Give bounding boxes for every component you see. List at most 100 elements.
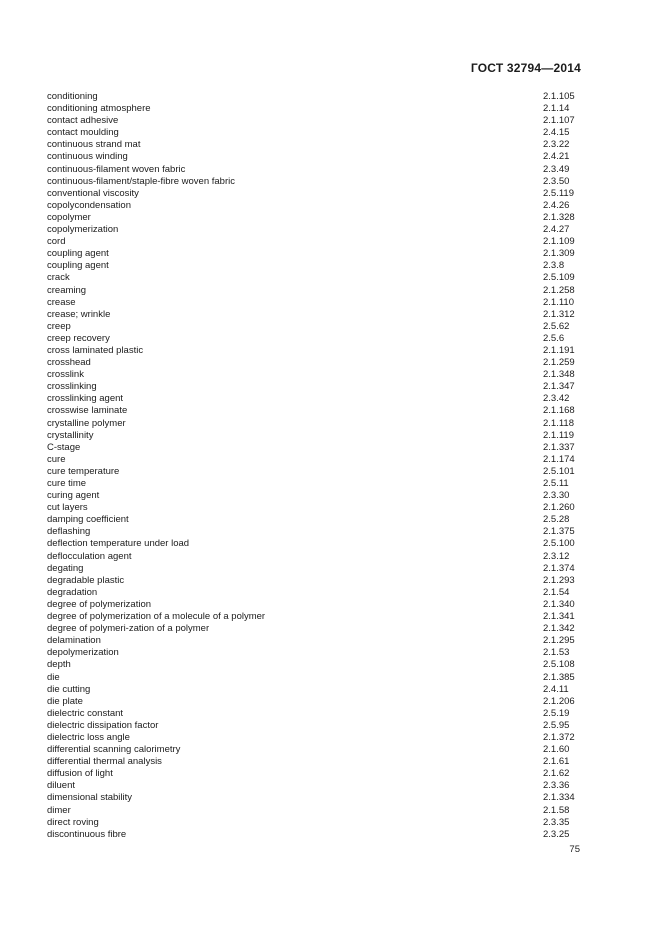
ref-number: 2.1.62 bbox=[543, 768, 570, 780]
index-row: differential scanning calorimetry 2.1.60 bbox=[47, 744, 621, 756]
index-row: crack 2.5.109 bbox=[47, 272, 621, 284]
ref-number: 2.1.341 bbox=[543, 611, 575, 623]
index-row: diluent 2.3.36 bbox=[47, 780, 621, 792]
term-label: dielectric dissipation factor bbox=[47, 719, 159, 731]
ref-number: 2.1.54 bbox=[543, 586, 570, 598]
index-row: coupling agent 2.3.8 bbox=[47, 260, 621, 272]
ref-number: 2.5.6 bbox=[543, 332, 565, 344]
term-label: coupling agent bbox=[47, 248, 109, 260]
index-row: cure time 2.5.11 bbox=[47, 478, 621, 490]
index-row: contact adhesive 2.1.107 bbox=[47, 115, 621, 127]
term-label: crease bbox=[47, 296, 76, 308]
term-label: creaming bbox=[47, 284, 87, 296]
term-label: differential thermal analysis bbox=[47, 756, 162, 768]
term-label: deflashing bbox=[47, 526, 91, 538]
term-label: coupling agent bbox=[47, 260, 109, 272]
index-row: crosslinking 2.1.347 bbox=[47, 381, 621, 393]
ref-number: 2.5.119 bbox=[543, 187, 574, 199]
index-row: crosslink 2.1.348 bbox=[47, 369, 621, 381]
term-label: crosslinking bbox=[47, 381, 97, 393]
term-label: C-stage bbox=[47, 441, 81, 453]
ref-number: 2.1.58 bbox=[543, 804, 570, 816]
index-row: dimensional stability 2.1.334 bbox=[47, 792, 621, 804]
term-label: dimer bbox=[47, 804, 71, 816]
ref-number: 2.1.119 bbox=[543, 429, 574, 441]
index-row: deflashing 2.1.375 bbox=[47, 526, 621, 538]
index-row: deflocculation agent 2.3.12 bbox=[47, 551, 621, 563]
ref-number: 2.1.61 bbox=[543, 756, 570, 768]
term-label: continuous-filament/staple-fibre woven f… bbox=[47, 175, 235, 187]
index-row: creep recovery 2.5.6 bbox=[47, 333, 621, 345]
index-row: dielectric dissipation factor 2.5.95 bbox=[47, 720, 621, 732]
ref-number: 2.1.309 bbox=[543, 248, 575, 260]
index-row: contact moulding 2.4.15 bbox=[47, 127, 621, 139]
ref-number: 2.1.53 bbox=[543, 647, 570, 659]
term-label: deflocculation agent bbox=[47, 550, 132, 562]
ref-number: 2.3.25 bbox=[543, 828, 570, 840]
term-label: crosswise laminate bbox=[47, 405, 128, 417]
ref-number: 2.1.168 bbox=[543, 405, 575, 417]
index-row: dimer 2.1.58 bbox=[47, 805, 621, 817]
ref-number: 2.5.101 bbox=[543, 465, 575, 477]
term-label: delamination bbox=[47, 635, 101, 647]
alphabetical-index-list: conditioning 2.1.105 conditioning atmosphe… bbox=[47, 91, 621, 841]
ref-number: 2.3.12 bbox=[543, 550, 570, 562]
index-row: copolymer 2.1.328 bbox=[47, 212, 621, 224]
term-label: degree of polymeri-zation of a polymer bbox=[47, 623, 210, 635]
term-label: cut layers bbox=[47, 502, 88, 514]
ref-number: 2.1.295 bbox=[543, 635, 575, 647]
index-row: copolycondensation 2.4.26 bbox=[47, 200, 621, 212]
index-row: depth 2.5.108 bbox=[47, 659, 621, 671]
ref-number: 2.1.347 bbox=[543, 381, 575, 393]
standard-designation: ГОСТ 32794—2014 bbox=[470, 61, 581, 75]
ref-number: 2.4.15 bbox=[543, 127, 570, 139]
term-label: degree of polymerization of a molecule o… bbox=[47, 611, 266, 623]
term-label: conventional viscosity bbox=[47, 187, 139, 199]
ref-number: 2.3.42 bbox=[543, 393, 570, 405]
index-row: damping coefficient 2.5.28 bbox=[47, 514, 621, 526]
term-label: die plate bbox=[47, 695, 83, 707]
term-label: conditioning bbox=[47, 91, 98, 102]
ref-number: 2.3.49 bbox=[543, 163, 570, 175]
ref-number: 2.1.60 bbox=[543, 744, 570, 756]
index-row: curing agent 2.3.30 bbox=[47, 490, 621, 502]
ref-number: 2.5.19 bbox=[543, 707, 570, 719]
index-row: diffusion of light 2.1.62 bbox=[47, 768, 621, 780]
ref-number: 2.1.109 bbox=[543, 236, 575, 248]
index-row: delamination 2.1.295 bbox=[47, 635, 621, 647]
term-label: direct roving bbox=[47, 816, 99, 828]
ref-number: 2.5.100 bbox=[543, 538, 575, 550]
term-label: discontinuous fibre bbox=[47, 828, 127, 840]
term-label: cure bbox=[47, 453, 66, 465]
term-label: cord bbox=[47, 236, 66, 248]
ref-number: 2.5.11 bbox=[543, 478, 569, 489]
index-row: deflection temperature under load 2.5.100 bbox=[47, 538, 621, 550]
index-row: continuous-filament woven fabric 2.3.49 bbox=[47, 164, 621, 176]
ref-number: 2.1.337 bbox=[543, 441, 575, 453]
term-label: creep bbox=[47, 320, 71, 332]
ref-number: 2.5.28 bbox=[543, 514, 570, 526]
ref-number: 2.1.334 bbox=[543, 792, 575, 804]
term-label: dimensional stability bbox=[47, 792, 133, 804]
term-label: degradable plastic bbox=[47, 574, 125, 586]
ref-number: 2.1.174 bbox=[543, 453, 575, 465]
ref-number: 2.1.14 bbox=[543, 103, 570, 115]
index-row: conditioning 2.1.105 bbox=[47, 91, 621, 103]
ref-number: 2.5.108 bbox=[543, 659, 575, 671]
term-label: cure time bbox=[47, 478, 87, 489]
term-label: diffusion of light bbox=[47, 768, 113, 780]
term-label: contact adhesive bbox=[47, 115, 119, 127]
ref-number: 2.1.312 bbox=[543, 308, 575, 320]
term-label: crosslink bbox=[47, 369, 84, 381]
index-row: crystalline polymer 2.1.118 bbox=[47, 418, 621, 430]
index-row: degree of polymerization 2.1.340 bbox=[47, 599, 621, 611]
index-row: cure temperature 2.5.101 bbox=[47, 466, 621, 478]
term-label: continuous winding bbox=[47, 151, 128, 163]
term-label: depolymerization bbox=[47, 647, 119, 659]
ref-number: 2.3.35 bbox=[543, 816, 570, 828]
index-row: continuous strand mat 2.3.22 bbox=[47, 139, 621, 151]
ref-number: 2.1.107 bbox=[543, 115, 575, 127]
index-row: conventional viscosity 2.5.119 bbox=[47, 188, 621, 200]
ref-number: 2.4.26 bbox=[543, 199, 570, 211]
